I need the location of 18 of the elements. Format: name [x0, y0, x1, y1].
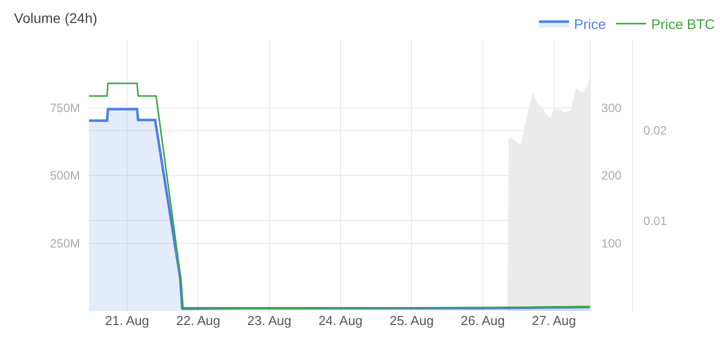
y-tick-label: 250M — [50, 236, 80, 250]
x-tick-label: 24. Aug — [318, 313, 363, 328]
x-tick-label: 23. Aug — [247, 313, 292, 328]
x-tick-label: 22. Aug — [176, 313, 220, 328]
legend-label: Price — [574, 16, 606, 32]
y2-tick-label: 300 — [601, 100, 622, 115]
x-tick-label: 26. Aug — [460, 313, 505, 328]
x-tick-label: 27. Aug — [532, 313, 576, 328]
y2-tick-label: 200 — [601, 168, 622, 183]
y-tick-label: 500M — [50, 168, 80, 183]
y3-tick-label: 0.01 — [643, 214, 668, 228]
x-tick-label: 25. Aug — [390, 313, 434, 328]
x-tick-label: 21. Aug — [104, 313, 150, 328]
y2-tick-label: 100 — [601, 236, 622, 250]
legend-label: Price BTC — [651, 16, 715, 32]
y-axis-title: Volume (24h) — [14, 10, 98, 26]
y-tick-label: 750M — [50, 100, 80, 115]
y3-tick-label: 0.02 — [643, 124, 668, 138]
